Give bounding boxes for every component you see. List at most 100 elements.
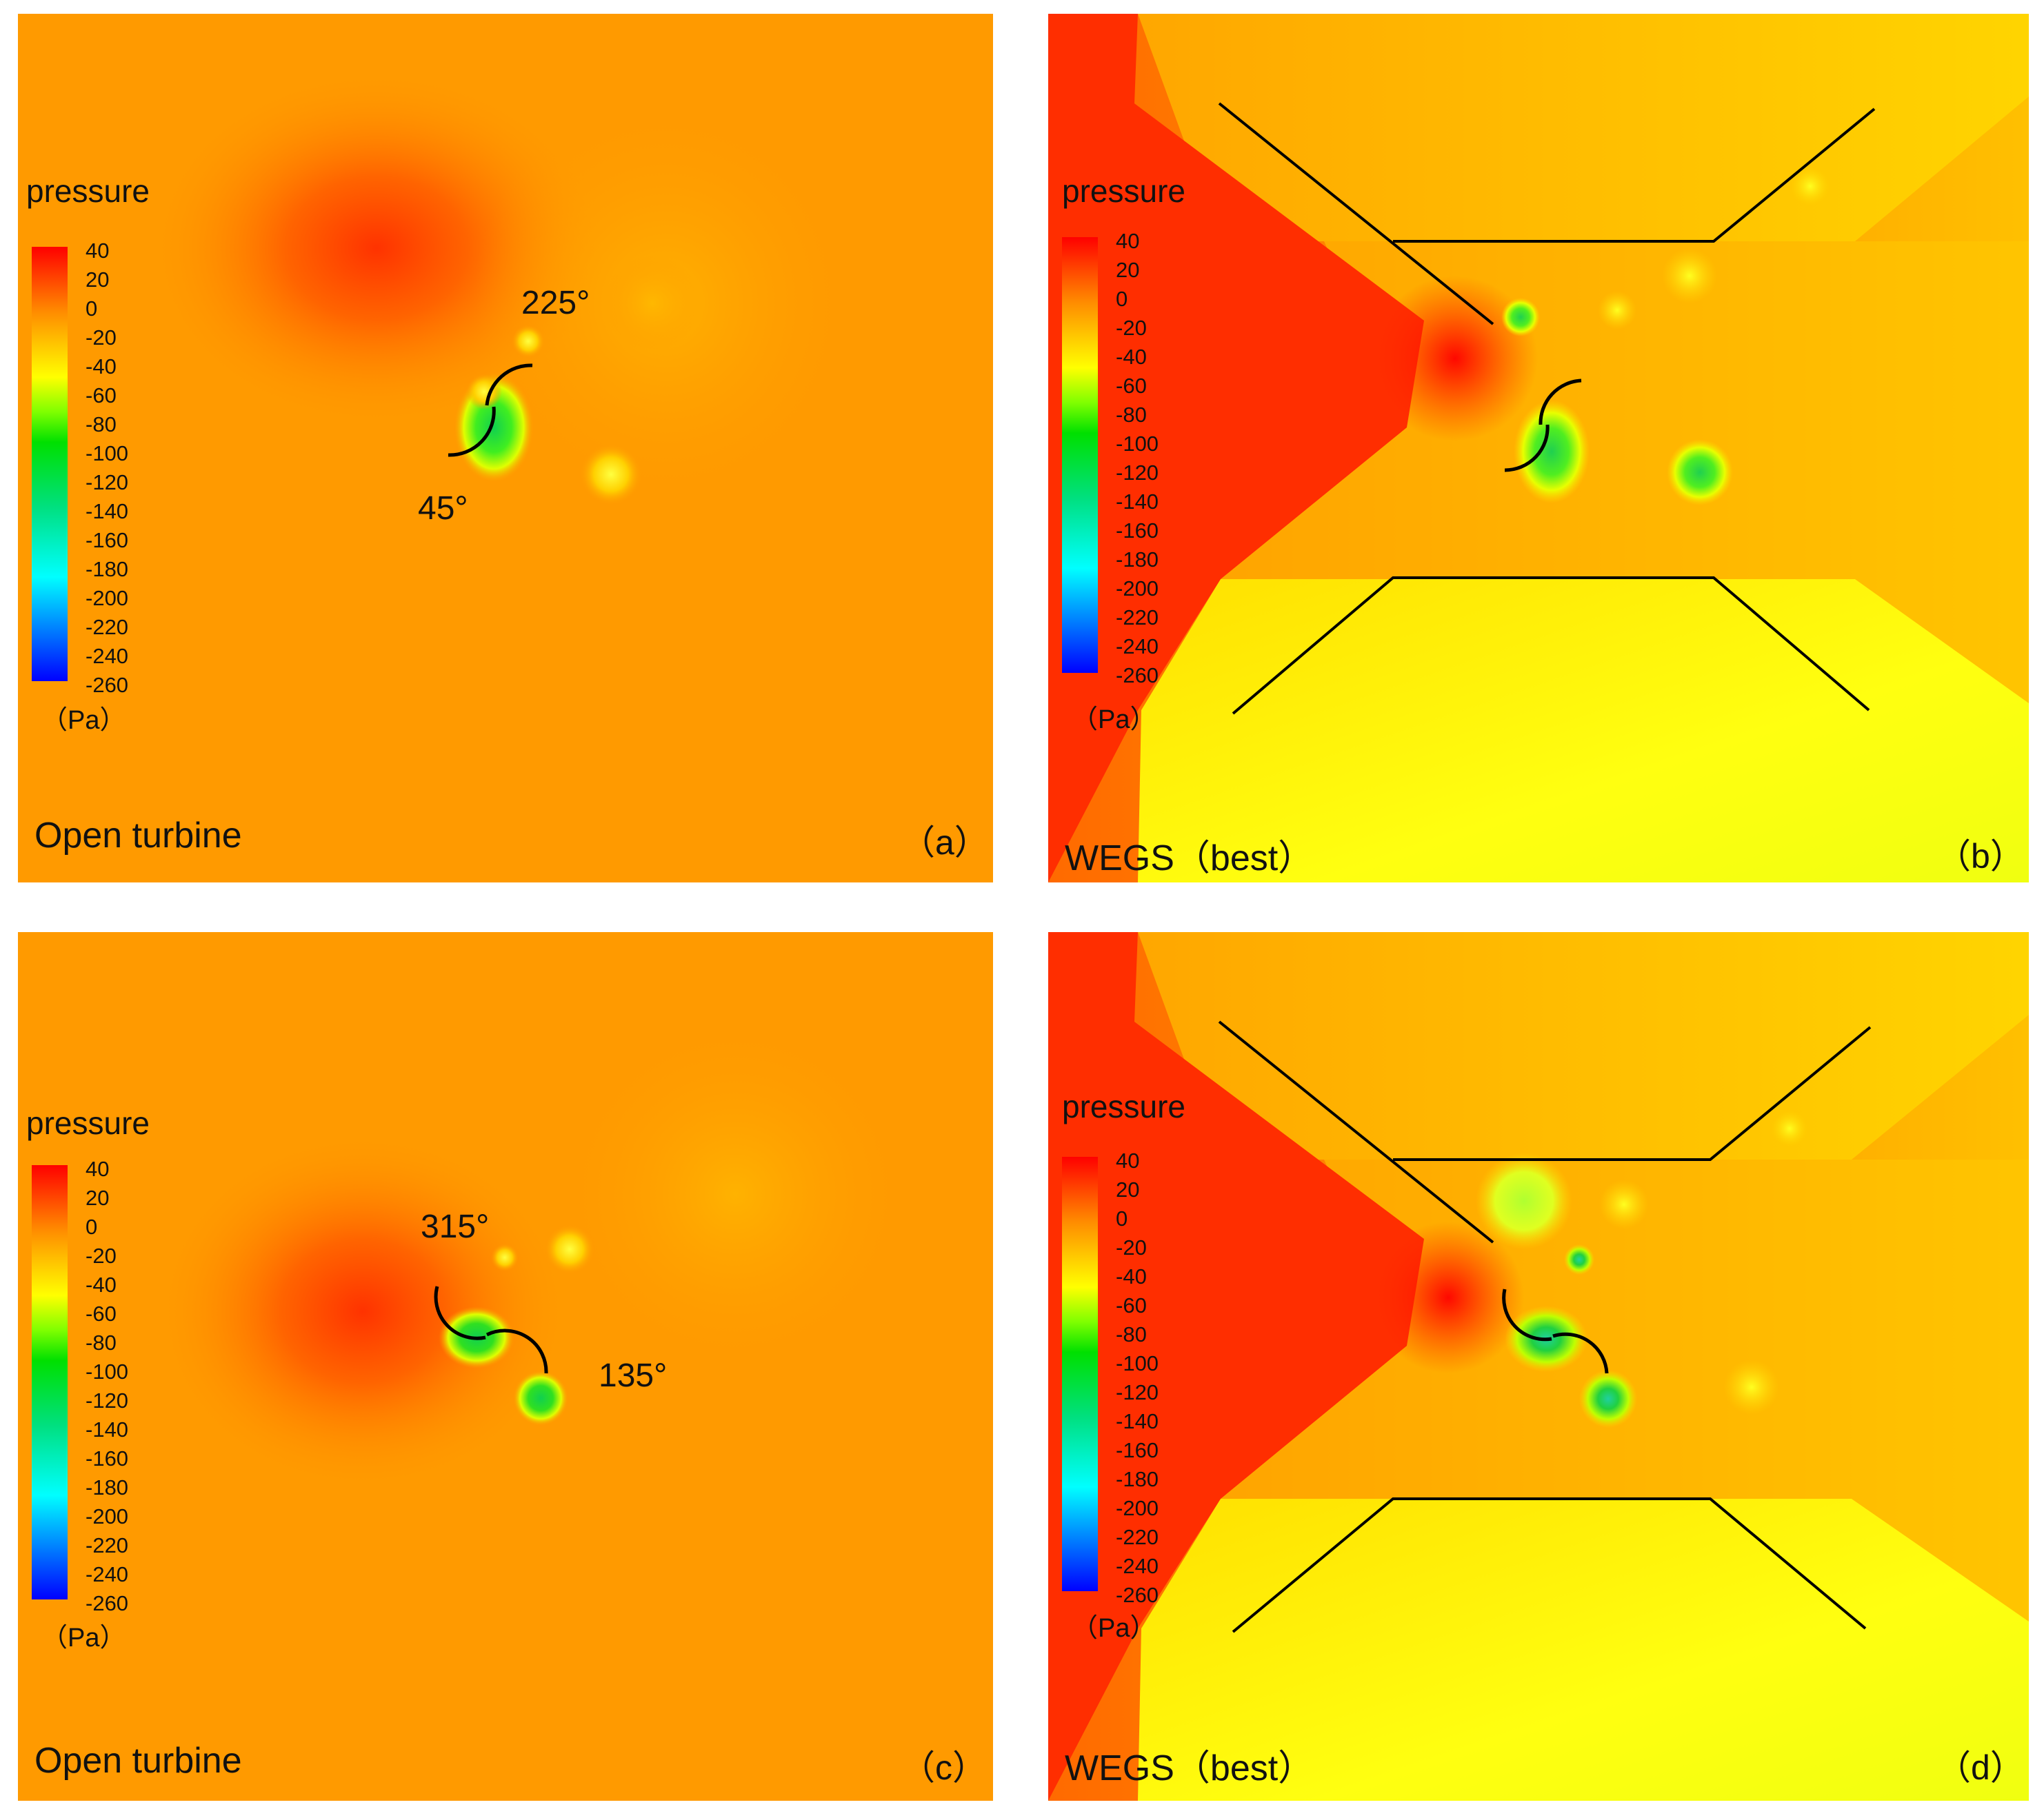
colorbar-tick: -20 bbox=[1116, 1235, 1147, 1260]
rotor-blades bbox=[448, 363, 533, 457]
colorbar-unit: （Pa） bbox=[41, 706, 126, 735]
colorbar-tick: -220 bbox=[1116, 605, 1159, 629]
colorbar-tick: -40 bbox=[1116, 1264, 1147, 1289]
colorbar-title: pressure bbox=[1062, 173, 1185, 209]
colorbar-tick: -220 bbox=[86, 615, 129, 639]
colorbar-tick: -80 bbox=[86, 1331, 117, 1355]
colorbar-tick: -160 bbox=[1116, 1438, 1159, 1462]
colorbar-tick: -200 bbox=[86, 1504, 129, 1528]
panel-letter: （d） bbox=[1936, 1748, 2025, 1787]
colorbar-gradient bbox=[1062, 1157, 1098, 1591]
rotor-blades bbox=[1504, 378, 1582, 472]
colorbar-title: pressure bbox=[1062, 1089, 1185, 1124]
colorbar-tick: -120 bbox=[1116, 461, 1159, 485]
colorbar-tick: -200 bbox=[86, 586, 129, 610]
pressure-field-c bbox=[18, 932, 993, 1801]
colorbar-tick: -60 bbox=[1116, 374, 1147, 398]
colorbar-tick: 20 bbox=[1116, 258, 1140, 282]
rotor-blades bbox=[1502, 1289, 1609, 1374]
colorbar-tick: -140 bbox=[1116, 489, 1159, 514]
colorbar-tick: -140 bbox=[1116, 1409, 1159, 1433]
colorbar-tick: 20 bbox=[1116, 1178, 1140, 1202]
colorbar-tick: -60 bbox=[86, 383, 117, 407]
colorbar-tick: -100 bbox=[1116, 432, 1159, 456]
colorbar-tick: -60 bbox=[1116, 1293, 1147, 1317]
colorbar-tick: -140 bbox=[86, 499, 129, 523]
colorbar-tick: -180 bbox=[86, 1475, 129, 1499]
colorbar-tick: -100 bbox=[1116, 1351, 1159, 1375]
rotor-blades bbox=[434, 1286, 548, 1374]
colorbar-tick: -200 bbox=[1116, 576, 1159, 600]
colorbar-tick: -120 bbox=[1116, 1380, 1159, 1404]
colorbar-tick: -180 bbox=[86, 557, 129, 581]
colorbar-tick: 40 bbox=[1116, 1149, 1140, 1173]
panel-caption: WEGS（best） bbox=[1065, 838, 1314, 878]
colorbar-unit: （Pa） bbox=[1072, 705, 1156, 734]
colorbar-tick: -240 bbox=[1116, 1554, 1159, 1578]
colorbar-tick: -140 bbox=[86, 1417, 129, 1442]
colorbar-title: pressure bbox=[26, 1105, 150, 1141]
colorbar-tick: -220 bbox=[1116, 1525, 1159, 1549]
colorbar-tick: 0 bbox=[86, 1215, 98, 1239]
colorbar-unit: （Pa） bbox=[1072, 1614, 1156, 1643]
pressure-field-b bbox=[1048, 14, 2029, 882]
colorbar-tick: 0 bbox=[1116, 287, 1128, 311]
colorbar-tick: -260 bbox=[86, 1591, 129, 1615]
blade-angle-label: 45° bbox=[418, 490, 468, 527]
colorbar-tick: 20 bbox=[86, 267, 110, 292]
colorbar-tick: -240 bbox=[86, 644, 129, 668]
colorbar-tick: -200 bbox=[1116, 1496, 1159, 1520]
colorbar-tick: -180 bbox=[1116, 1467, 1159, 1491]
colorbar-tick: -120 bbox=[86, 1388, 129, 1413]
pressure-field-d bbox=[1048, 932, 2029, 1801]
panel-caption: WEGS（best） bbox=[1065, 1748, 1314, 1788]
colorbar-gradient bbox=[32, 1165, 68, 1599]
colorbar-tick: -160 bbox=[86, 1446, 129, 1471]
channel-walls bbox=[1218, 102, 1876, 715]
colorbar-tick: -160 bbox=[86, 528, 129, 552]
contour-panel-b: pressure 40 20 0 -20 -40 -60 -80 -100 -1… bbox=[1048, 14, 2029, 882]
colorbar-tick: -100 bbox=[86, 441, 129, 465]
colorbar-gradient bbox=[1062, 237, 1098, 673]
colorbar-tick: -240 bbox=[86, 1562, 129, 1586]
colorbar-tick: 40 bbox=[86, 1157, 110, 1181]
colorbar-tick: -40 bbox=[86, 1273, 117, 1297]
pressure-field-a bbox=[18, 14, 993, 882]
contour-panel-c: pressure 40 20 0 -20 -40 -60 -80 -100 -1… bbox=[18, 932, 993, 1801]
colorbar-tick: -20 bbox=[86, 325, 117, 350]
colorbar-tick: -220 bbox=[86, 1533, 129, 1557]
colorbar-tick: 0 bbox=[86, 296, 98, 321]
colorbar-tick: -160 bbox=[1116, 518, 1159, 543]
contour-panel-a: pressure 40 20 0 -20 -40 -60 -80 -100 -1… bbox=[18, 14, 993, 882]
colorbar-tick: -40 bbox=[86, 354, 117, 378]
colorbar-tick: -80 bbox=[1116, 403, 1147, 427]
colorbar-unit: （Pa） bbox=[41, 1624, 126, 1653]
panel-caption: Open turbine bbox=[34, 1741, 242, 1781]
colorbar-tick: -100 bbox=[86, 1360, 129, 1384]
colorbar-tick: -20 bbox=[86, 1244, 117, 1268]
panel-letter: （a） bbox=[901, 823, 989, 862]
colorbar-tick: 40 bbox=[86, 239, 110, 263]
colorbar-tick: -20 bbox=[1116, 316, 1147, 340]
colorbar-tick: -260 bbox=[1116, 1583, 1159, 1607]
colorbar-tick: -180 bbox=[1116, 547, 1159, 572]
blade-angle-label: 225° bbox=[521, 285, 590, 321]
colorbar-tick: -120 bbox=[86, 470, 129, 494]
colorbar-tick: -40 bbox=[1116, 345, 1147, 369]
blade-angle-label: 135° bbox=[599, 1357, 668, 1394]
colorbar-tick: -260 bbox=[1116, 663, 1159, 687]
colorbar-tick: -80 bbox=[86, 412, 117, 436]
contour-panel-d: pressure 40 20 0 -20 -40 -60 -80 -100 -1… bbox=[1048, 932, 2029, 1801]
blade-angle-label: 315° bbox=[421, 1209, 490, 1245]
colorbar-tick: -240 bbox=[1116, 634, 1159, 658]
colorbar-title: pressure bbox=[26, 173, 150, 209]
colorbar-tick: -260 bbox=[86, 673, 129, 697]
panel-letter: （c） bbox=[901, 1748, 987, 1787]
colorbar-tick: 0 bbox=[1116, 1206, 1128, 1231]
colorbar-gradient bbox=[32, 247, 68, 681]
colorbar-tick: 40 bbox=[1116, 229, 1140, 253]
panel-letter: （b） bbox=[1936, 837, 2025, 876]
colorbar-tick: -80 bbox=[1116, 1322, 1147, 1346]
channel-walls bbox=[1218, 1020, 1872, 1633]
colorbar-tick: 20 bbox=[86, 1186, 110, 1210]
